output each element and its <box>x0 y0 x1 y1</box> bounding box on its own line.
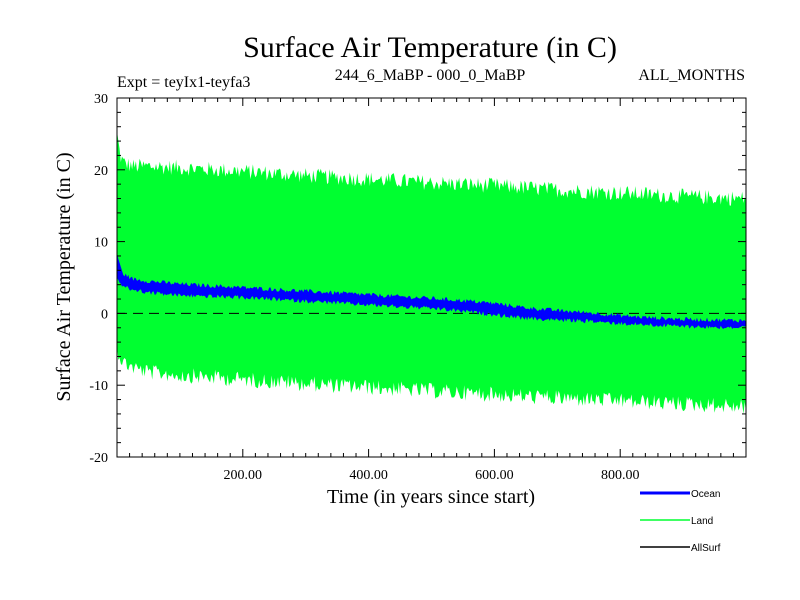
legend: Ocean Land AllSurf <box>640 489 721 554</box>
y-tick-label: -20 <box>89 451 108 466</box>
y-tick-label: 0 <box>101 307 108 322</box>
x-tick-label: 800.00 <box>601 468 640 483</box>
y-tick-label: 20 <box>94 164 108 179</box>
chart-subtitle-left: Expt = teyIx1-teyfa3 <box>117 74 250 91</box>
legend-label-allsurf: AllSurf <box>691 543 721 554</box>
y-tick-label: 30 <box>94 92 108 107</box>
y-tick-label: -10 <box>89 379 108 394</box>
x-tick-label: 400.00 <box>349 468 388 483</box>
chart-subtitle-center: 244_6_MaBP - 000_0_MaBP <box>335 67 526 84</box>
series-land-band <box>117 131 746 414</box>
axes: -20 -10 0 10 20 30 200.00 400.00 600.00 800.00 <box>89 92 747 483</box>
plot-area <box>117 131 746 414</box>
series-ocean-band <box>117 252 746 330</box>
chart-title: Surface Air Temperature (in C) <box>243 31 617 64</box>
y-axis-label: Surface Air Temperature (in C) <box>53 152 75 401</box>
chart-subtitle-right: ALL_MONTHS <box>638 67 745 84</box>
x-tick-label: 200.00 <box>224 468 263 483</box>
legend-label-ocean: Ocean <box>691 489 720 500</box>
y-tick-label: 10 <box>94 236 108 251</box>
x-axis-label: Time (in years since start) <box>327 486 535 508</box>
x-tick-label: 600.00 <box>475 468 514 483</box>
legend-label-land: Land <box>691 516 713 527</box>
